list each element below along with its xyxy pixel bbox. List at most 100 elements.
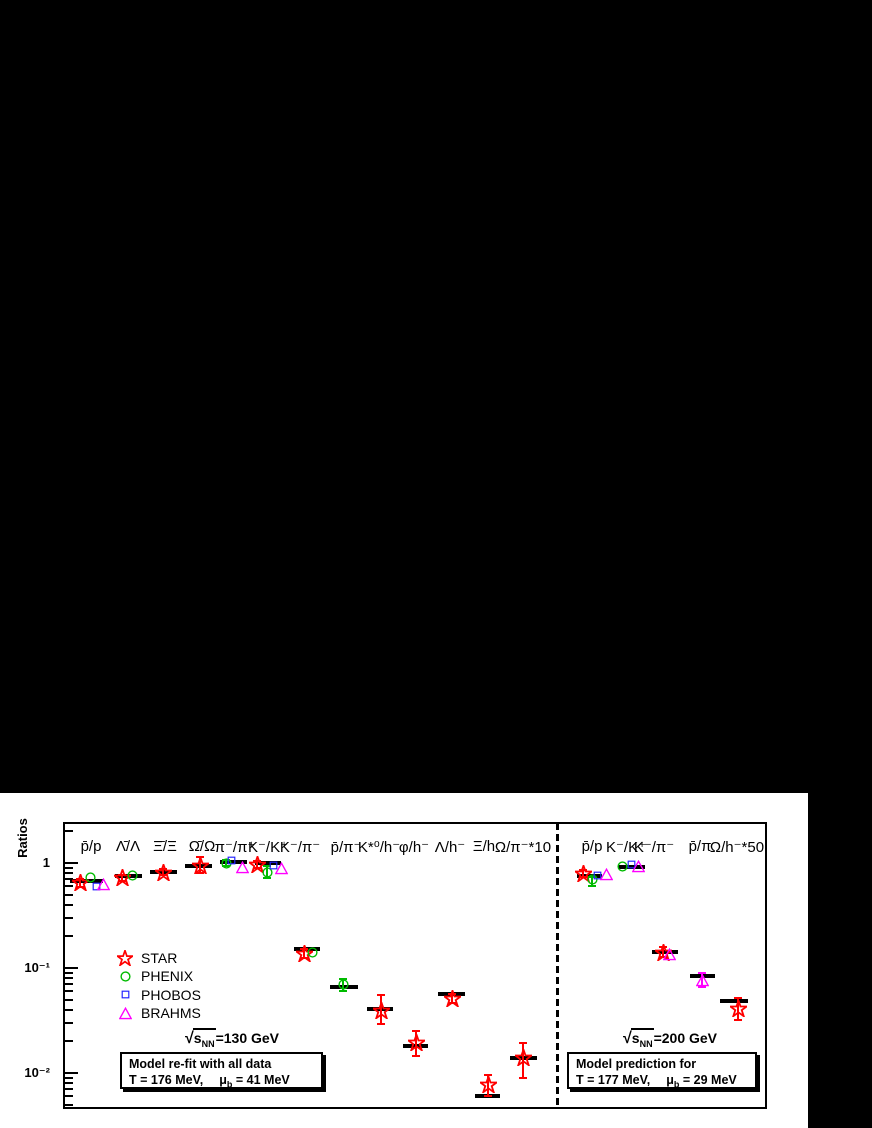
error-bar-cap xyxy=(253,860,261,863)
legend-label-phenix: PHENIX xyxy=(141,968,194,984)
error-bar xyxy=(701,972,703,987)
data-point-star-star xyxy=(574,864,592,882)
error-bar-cap xyxy=(339,977,347,980)
data-point-star-star xyxy=(191,856,209,874)
error-bar-cap xyxy=(263,876,271,879)
error-bar-cap xyxy=(519,1077,527,1080)
error-bar-cap xyxy=(412,1030,420,1033)
data-point-circle-phenix xyxy=(261,866,274,879)
data-point-circle-phenix xyxy=(84,871,97,884)
data-point-circle-phenix xyxy=(337,978,350,991)
error-bar xyxy=(121,874,123,882)
data-point-square-phobos xyxy=(226,855,237,866)
error-bar-cap xyxy=(412,1055,420,1058)
model-info-box-200: Model prediction for T = 177 MeV, μb = 29… xyxy=(567,1052,757,1089)
model-prediction-line xyxy=(330,984,358,989)
error-bar-cap xyxy=(377,1023,385,1026)
data-point-square-phobos xyxy=(268,860,279,871)
y-minor-tick xyxy=(65,1103,73,1106)
y-minor-tick xyxy=(65,893,73,896)
error-bar xyxy=(162,869,164,875)
y-minor-tick xyxy=(65,1082,73,1085)
error-bar-cap xyxy=(118,873,126,876)
data-point-circle-phenix xyxy=(586,873,599,886)
ratio-label: Ω̄/Ω xyxy=(188,838,216,855)
data-point-triangle-brahms xyxy=(274,862,288,875)
data-point-triangle-brahms xyxy=(695,973,709,987)
error-bar xyxy=(199,857,201,874)
y-tick-label: 1 xyxy=(42,855,50,870)
y-minor-tick xyxy=(65,971,73,974)
data-point-square-phobos xyxy=(626,859,637,870)
error-bar xyxy=(256,861,258,868)
ratio-label: Λ̄/Λ xyxy=(115,838,141,855)
model-prediction-line xyxy=(618,864,645,869)
y-minor-tick xyxy=(65,990,73,993)
model-info-line2: T = 177 MeV, μb = 29 MeV xyxy=(576,1072,737,1090)
error-bar-cap xyxy=(300,947,308,950)
ratio-label: p̄/π⁻ xyxy=(330,839,362,856)
data-point-star-star xyxy=(372,1002,390,1020)
data-point-star-star xyxy=(729,999,747,1017)
error-bar-cap xyxy=(588,876,596,879)
sqrt-symbol: √ xyxy=(622,1030,632,1047)
data-point-star-star xyxy=(154,863,172,881)
data-point-star-star xyxy=(514,1049,532,1067)
y-minor-tick xyxy=(65,872,73,875)
error-bar xyxy=(487,1074,489,1097)
data-point-circle-phenix xyxy=(220,857,233,870)
y-minor-tick xyxy=(65,1021,73,1024)
error-bar-cap xyxy=(484,1073,492,1076)
y-tick-label: 10⁻² xyxy=(24,1065,50,1080)
data-point-circle-phenix xyxy=(616,860,629,873)
ratio-label: K⁻/K⁺ xyxy=(247,839,289,856)
data-point-star-star xyxy=(407,1034,425,1052)
data-point-triangle-brahms xyxy=(235,860,249,874)
error-bar-cap xyxy=(734,1018,742,1021)
error-bar xyxy=(380,995,382,1025)
error-bar-cap xyxy=(76,878,84,881)
triangle-legend-marker xyxy=(118,1006,132,1020)
data-point-triangle-brahms xyxy=(599,868,613,881)
y-minor-tick xyxy=(65,983,73,986)
data-point-star-star xyxy=(71,874,89,892)
error-bar-cap xyxy=(579,868,587,871)
error-bar xyxy=(522,1042,524,1079)
ratio-label: Ξ̄/Ξ xyxy=(153,838,177,855)
error-bar-cap xyxy=(222,859,230,862)
star-legend-marker xyxy=(117,950,133,966)
ratio-label: φ/h⁻ xyxy=(398,839,430,856)
error-bar-cap xyxy=(159,868,167,871)
sqrt-symbol: √ xyxy=(184,1030,194,1047)
error-bar-cap xyxy=(698,985,706,988)
model-prediction-line xyxy=(220,860,247,865)
y-major-tick xyxy=(65,967,78,969)
ratio-label: K⁻/π⁻ xyxy=(633,839,675,856)
error-bar xyxy=(415,1031,417,1057)
ratio-label: Ω/π⁻*10 xyxy=(494,839,552,856)
data-point-circle-phenix xyxy=(306,946,319,959)
legend-label-brahms: BRAHMS xyxy=(141,1005,201,1021)
error-bar xyxy=(662,947,664,958)
y-tick-label: 10⁻¹ xyxy=(24,960,50,975)
y-minor-tick xyxy=(65,878,73,881)
y-minor-tick xyxy=(65,977,73,980)
legend-label-phobos: PHOBOS xyxy=(141,986,201,1003)
y-major-tick xyxy=(65,1072,78,1074)
model-prediction-line xyxy=(185,863,212,868)
model-info-line1: Model re-fit with all data xyxy=(129,1057,272,1071)
error-bar xyxy=(342,978,344,991)
y-minor-tick xyxy=(65,1040,73,1043)
data-point-circle-phenix xyxy=(126,869,139,882)
error-bar xyxy=(79,879,81,888)
error-bar-cap xyxy=(588,885,596,888)
y-major-tick xyxy=(65,862,78,864)
ratio-label: K⁻/π⁻ xyxy=(279,839,321,856)
y-minor-tick xyxy=(65,1088,73,1091)
legend-label-star: STAR xyxy=(141,950,178,966)
y-minor-tick xyxy=(65,1076,73,1079)
error-bar-cap xyxy=(339,989,347,992)
ratio-label: K⁻/K⁺ xyxy=(605,839,647,856)
